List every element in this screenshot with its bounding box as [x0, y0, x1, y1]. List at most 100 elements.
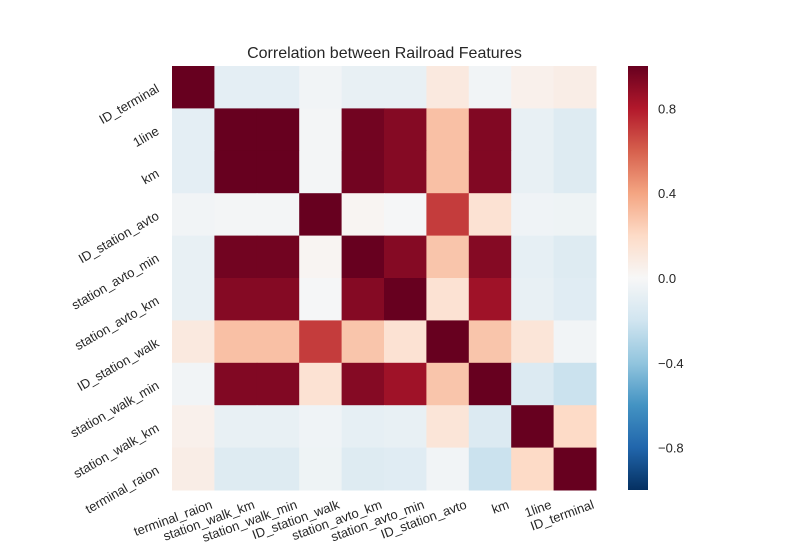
heatmap-cell-0-8: [511, 66, 555, 109]
heatmap-cell-5-4: [341, 278, 385, 321]
heatmap-cell-1-7: [468, 108, 512, 152]
colorbar-tick-label: −0.4: [658, 356, 684, 371]
heatmap-cell-4-5: [384, 235, 427, 279]
heatmap-cell-8-1: [214, 405, 258, 449]
heatmap-cell-3-8: [511, 193, 555, 237]
y-tick-label: km: [139, 166, 162, 188]
heatmap-cell-0-0: [172, 66, 215, 109]
heatmap-cell-6-9: [553, 320, 597, 364]
heatmap-cell-9-0: [172, 447, 215, 491]
heatmap-cell-0-9: [553, 66, 597, 109]
heatmap-cell-3-0: [172, 193, 215, 237]
heatmap-cell-7-0: [172, 362, 215, 406]
heatmap-cell-0-2: [256, 66, 300, 109]
heatmap-cell-0-6: [426, 66, 470, 109]
heatmap-cell-1-4: [341, 108, 385, 152]
heatmap-cell-7-4: [341, 362, 385, 406]
heatmap-cell-8-6: [426, 405, 470, 449]
heatmap-cell-7-1: [214, 362, 258, 406]
heatmap-cell-2-8: [511, 150, 555, 194]
heatmap-cell-0-1: [214, 66, 258, 109]
heatmap-cell-8-9: [553, 405, 597, 449]
y-axis-tick-labels: ID_terminal1linekmID_station_avtostation…: [68, 81, 162, 517]
colorbar-tick-label: 0.8: [658, 101, 676, 116]
heatmap-cell-7-8: [511, 362, 555, 406]
heatmap-cell-0-4: [341, 66, 385, 109]
heatmap-cell-4-1: [214, 235, 258, 279]
heatmap-cell-7-5: [384, 362, 427, 406]
heatmap-cell-4-9: [553, 235, 597, 279]
colorbar-tick-label: 0.0: [658, 271, 676, 286]
heatmap-cell-2-2: [256, 150, 300, 194]
heatmap-cell-2-1: [214, 150, 258, 194]
heatmap-cell-3-3: [299, 193, 343, 237]
heatmap-cell-1-2: [256, 108, 300, 152]
heatmap-cell-1-6: [426, 108, 470, 152]
colorbar-tick-labels: 0.8 0.4 0.0 −0.4 −0.8: [658, 101, 684, 455]
heatmap-cell-8-3: [299, 405, 343, 449]
heatmap-cell-1-9: [553, 108, 597, 152]
heatmap-cell-4-8: [511, 235, 555, 279]
heatmap-cell-9-6: [426, 447, 470, 491]
heatmap-cell-8-0: [172, 405, 215, 449]
heatmap-cell-4-2: [256, 235, 300, 279]
heatmap-cell-9-7: [468, 447, 512, 491]
heatmap-cell-8-7: [468, 405, 512, 449]
heatmap-cell-1-0: [172, 108, 215, 152]
heatmap-cell-5-1: [214, 278, 258, 321]
heatmap-cell-4-6: [426, 235, 470, 279]
heatmap-cell-6-1: [214, 320, 258, 364]
heatmap-cell-5-6: [426, 278, 470, 321]
heatmap-cell-3-7: [468, 193, 512, 237]
heatmap-cell-4-3: [299, 235, 343, 279]
heatmap-cell-2-3: [299, 150, 343, 194]
heatmap-cell-1-8: [511, 108, 555, 152]
x-axis-tick-labels: terminal_raionstation_walk_kmstation_wal…: [132, 497, 596, 545]
heatmap-cell-8-5: [384, 405, 427, 449]
heatmap-cell-4-4: [341, 235, 385, 279]
heatmap-cell-5-8: [511, 278, 555, 321]
heatmap-cell-3-6: [426, 193, 470, 237]
heatmap-cell-3-1: [214, 193, 258, 237]
y-tick-label: ID_terminal: [96, 81, 161, 127]
heatmap-cell-7-9: [553, 362, 597, 406]
heatmap-cell-7-6: [426, 362, 470, 406]
heatmap-cell-5-7: [468, 278, 512, 321]
heatmap-cell-9-5: [384, 447, 427, 491]
heatmap-cell-0-3: [299, 66, 343, 109]
heatmap-cell-8-8: [511, 405, 555, 449]
heatmap-cell-5-2: [256, 278, 300, 321]
heatmap-cell-7-3: [299, 362, 343, 406]
heatmap-cell-6-8: [511, 320, 555, 364]
x-tick-label: km: [490, 497, 511, 517]
heatmap-cell-6-4: [341, 320, 385, 364]
heatmap-cell-5-9: [553, 278, 597, 321]
chart-title: Correlation between Railroad Features: [247, 45, 522, 62]
heatmap-cell-9-1: [214, 447, 258, 491]
heatmap-cell-3-5: [384, 193, 427, 237]
heatmap-cell-6-5: [384, 320, 427, 364]
heatmap-cell-2-0: [172, 150, 215, 194]
heatmap-cell-6-0: [172, 320, 215, 364]
heatmap-cell-2-7: [468, 150, 512, 194]
colorbar: [628, 66, 648, 490]
heatmap-cell-6-2: [256, 320, 300, 364]
heatmap-cell-0-7: [468, 66, 512, 109]
heatmap-cell-9-8: [511, 447, 555, 491]
heatmap-cell-1-5: [384, 108, 427, 152]
heatmap-cell-1-3: [299, 108, 343, 152]
colorbar-tick-label: −0.8: [658, 441, 684, 456]
heatmap-cell-2-6: [426, 150, 470, 194]
heatmap-cell-6-7: [468, 320, 512, 364]
heatmap-cell-8-4: [341, 405, 385, 449]
heatmap-cell-4-7: [468, 235, 512, 279]
heatmap-cell-9-9: [553, 447, 597, 491]
y-tick-label: 1line: [130, 123, 161, 150]
heatmap-cell-1-1: [214, 108, 258, 152]
heatmap-cell-8-2: [256, 405, 300, 449]
colorbar-tick-label: 0.4: [658, 186, 676, 201]
heatmap-cell-0-5: [384, 66, 427, 109]
heatmap-cell-5-5: [384, 278, 427, 321]
heatmap-cell-5-0: [172, 278, 215, 321]
